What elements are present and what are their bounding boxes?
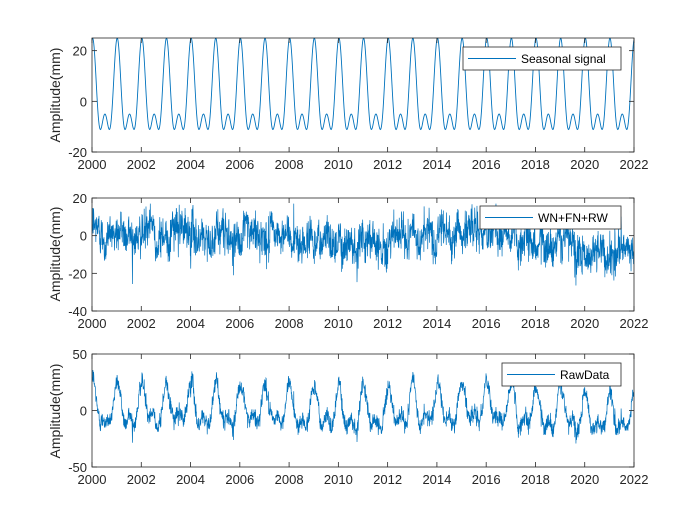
x-tick-label: 2022 [620, 316, 649, 331]
legend-box [501, 362, 622, 387]
plot-area [92, 38, 634, 131]
legend: WN+FN+RW [479, 205, 622, 230]
plot-area [92, 369, 634, 444]
x-tick-label: 2004 [176, 472, 205, 487]
x-tick-label: 2018 [521, 157, 550, 172]
x-tick-label: 2008 [275, 472, 304, 487]
x-tick-label: 2000 [78, 316, 107, 331]
y-tick-label: 20 [73, 44, 87, 59]
x-tick-label: 2010 [324, 472, 353, 487]
ticks: 2000 2002 2004 2006 2008 2010 2012 2014 2016 2018… [68, 38, 648, 172]
y-tick-label: 20 [73, 191, 87, 206]
y-tick-label: -40 [68, 304, 87, 319]
x-tick-label: 2006 [225, 472, 254, 487]
raw-data-line [92, 369, 634, 444]
y-tick-label: -20 [68, 266, 87, 281]
legend-box [479, 205, 622, 230]
y-tick-label: 0 [80, 404, 87, 419]
x-tick-label: 2004 [176, 316, 205, 331]
x-tick-label: 2012 [373, 316, 402, 331]
axes-box [91, 197, 635, 312]
x-tick-label: 2002 [127, 316, 156, 331]
x-tick-label: 2006 [225, 316, 254, 331]
x-tick-label: 2016 [472, 157, 501, 172]
x-tick-label: 2022 [620, 472, 649, 487]
x-tick-label: 2020 [570, 472, 599, 487]
x-tick-label: 2016 [472, 472, 501, 487]
x-tick-label: 2020 [570, 316, 599, 331]
noise-panel: 2000 2002 2004 2006 2008 2010 2012 2014 2016 2018… [47, 191, 648, 331]
x-tick-label: 2014 [422, 472, 451, 487]
legend-label-raw-data: RawData [560, 368, 610, 382]
x-tick-label: 2022 [620, 157, 649, 172]
y-tick-label: 50 [73, 347, 87, 362]
seasonal-signal-line [92, 38, 634, 131]
legend-box [462, 46, 622, 71]
legend: RawData [501, 362, 622, 387]
ticks: 2000 2002 2004 2006 2008 2010 2012 2014 2016 2018… [68, 347, 648, 487]
legend: Seasonal signal [462, 46, 622, 71]
x-tick-label: 2006 [225, 157, 254, 172]
raw-data-panel: 2000 2002 2004 2006 2008 2010 2012 2014 2016 2018… [47, 347, 648, 487]
x-tick-label: 2008 [275, 316, 304, 331]
plot-area [92, 203, 634, 286]
x-tick-label: 2008 [275, 157, 304, 172]
x-tick-label: 2014 [422, 316, 451, 331]
y-axis-label: Amplitude(mm) [47, 364, 63, 459]
x-tick-label: 2012 [373, 157, 402, 172]
x-tick-label: 2002 [127, 472, 156, 487]
y-tick-label: -20 [68, 145, 87, 160]
wn-fn-rw-line [92, 203, 634, 286]
x-tick-label: 2012 [373, 472, 402, 487]
x-tick-label: 2020 [570, 157, 599, 172]
y-tick-label: 0 [80, 229, 87, 244]
y-axis-label: Amplitude(mm) [47, 48, 63, 143]
x-tick-label: 2010 [324, 157, 353, 172]
ticks: 2000 2002 2004 2006 2008 2010 2012 2014 2016 2018… [68, 191, 648, 331]
axes-box [91, 37, 635, 153]
legend-label-seasonal-signal: Seasonal signal [521, 52, 606, 66]
x-tick-label: 2018 [521, 316, 550, 331]
legend-label-wn-fn-rw: WN+FN+RW [538, 211, 608, 225]
x-tick-label: 2000 [78, 157, 107, 172]
x-tick-label: 2002 [127, 157, 156, 172]
x-tick-label: 2016 [472, 316, 501, 331]
x-tick-label: 2014 [422, 157, 451, 172]
x-tick-label: 2000 [78, 472, 107, 487]
x-tick-label: 2004 [176, 157, 205, 172]
x-tick-label: 2018 [521, 472, 550, 487]
x-tick-label: 2010 [324, 316, 353, 331]
y-tick-label: -50 [68, 460, 87, 475]
y-tick-label: 0 [80, 94, 87, 109]
seasonal-signal-panel: 2000 2002 2004 2006 2008 2010 2012 2014 2016 2018… [47, 37, 648, 172]
y-axis-label: Amplitude(mm) [47, 207, 63, 302]
